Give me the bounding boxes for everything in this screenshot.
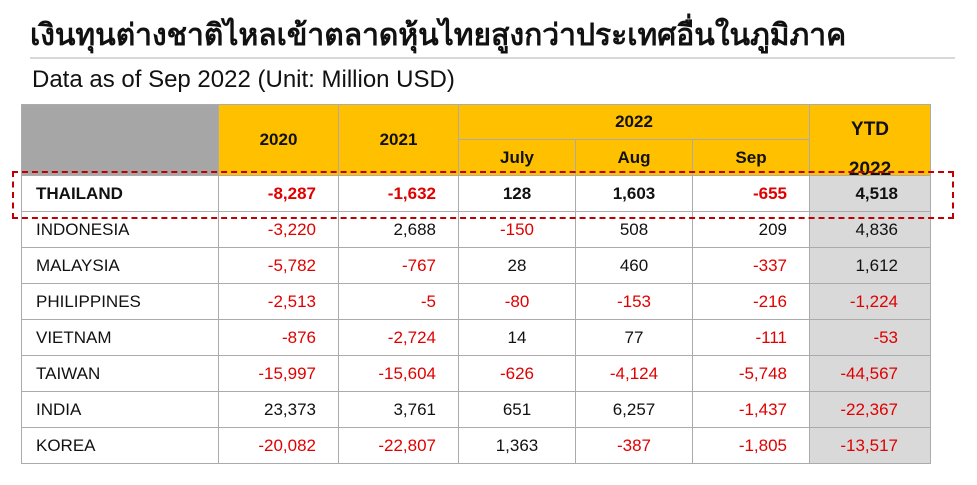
- value-cell-y2021: -15,604: [338, 355, 459, 392]
- header-ytd-year: 2022: [848, 159, 892, 180]
- value-cell-july: 128: [458, 175, 576, 212]
- value-cell-july: 1,363: [458, 427, 576, 464]
- value-cell-sep: -5,748: [691, 355, 811, 392]
- header-2020: 2020: [218, 104, 339, 176]
- header-july: July: [458, 139, 576, 176]
- value-cell-y2020: -15,997: [218, 355, 339, 392]
- value-cell-july: -626: [458, 355, 576, 392]
- table-row: TAIWAN -15,997 -15,604 -626 -4,124 -5,748 -44,…: [21, 355, 932, 392]
- title-divider: [30, 57, 955, 59]
- header-2021: 2021: [338, 104, 459, 176]
- country-cell: INDONESIA: [21, 211, 219, 248]
- value-cell-july: -80: [458, 283, 576, 320]
- value-cell-sep: 209: [691, 211, 811, 248]
- value-cell-sep: -1,437: [691, 391, 811, 428]
- table-row: INDIA 23,373 3,761 651 6,257 -1,437 -22,367: [21, 391, 932, 428]
- value-cell-sep: -111: [691, 319, 811, 356]
- value-cell-aug: -387: [575, 427, 693, 464]
- table-row: PHILIPPINES -2,513 -5 -80 -153 -216 -1,224: [21, 283, 932, 320]
- value-cell-y2020: -3,220: [218, 211, 339, 248]
- country-cell: MALAYSIA: [21, 247, 219, 284]
- table-row: MALAYSIA -5,782 -767 28 460 -337 1,612: [21, 247, 932, 284]
- table-row: VIETNAM -876 -2,724 14 77 -111 -53: [21, 319, 932, 356]
- value-cell-y2020: -2,513: [218, 283, 339, 320]
- value-cell-ytd: -44,567: [809, 355, 932, 392]
- header-ytd: YTD 2022: [809, 104, 932, 180]
- header-aug: Aug: [575, 139, 693, 176]
- country-cell: TAIWAN: [21, 355, 219, 392]
- table-row: KOREA -20,082 -22,807 1,363 -387 -1,805 -13,51…: [21, 427, 932, 464]
- value-cell-ytd: -13,517: [809, 427, 932, 464]
- value-cell-july: -150: [458, 211, 576, 248]
- value-cell-ytd: -53: [809, 319, 932, 356]
- value-cell-y2020: -8,287: [218, 175, 339, 212]
- value-cell-sep: -216: [691, 283, 811, 320]
- country-cell: KOREA: [21, 427, 219, 464]
- value-cell-y2021: -2,724: [338, 319, 459, 356]
- value-cell-july: 28: [458, 247, 576, 284]
- value-cell-ytd: 4,836: [809, 211, 932, 248]
- value-cell-sep: -337: [691, 247, 811, 284]
- value-cell-aug: 77: [575, 319, 693, 356]
- value-cell-aug: -4,124: [575, 355, 693, 392]
- value-cell-sep: -655: [691, 175, 811, 212]
- value-cell-ytd: 1,612: [809, 247, 932, 284]
- value-cell-aug: -153: [575, 283, 693, 320]
- value-cell-y2020: -20,082: [218, 427, 339, 464]
- value-cell-y2021: 2,688: [338, 211, 459, 248]
- value-cell-ytd: -1,224: [809, 283, 932, 320]
- value-cell-y2020: -876: [218, 319, 339, 356]
- value-cell-y2021: 3,761: [338, 391, 459, 428]
- value-cell-y2021: -1,632: [338, 175, 459, 212]
- table-row: INDONESIA -3,220 2,688 -150 508 209 4,836: [21, 211, 932, 248]
- header-2022: 2022: [457, 104, 811, 140]
- value-cell-y2021: -22,807: [338, 427, 459, 464]
- value-cell-aug: 6,257: [575, 391, 693, 428]
- value-cell-aug: 460: [575, 247, 693, 284]
- country-cell: VIETNAM: [21, 319, 219, 356]
- value-cell-y2021: -767: [338, 247, 459, 284]
- page-title: เงินทุนต่างชาติไหลเข้าตลาดหุ้นไทยสูงกว่า…: [30, 18, 847, 53]
- value-cell-aug: 1,603: [575, 175, 693, 212]
- value-cell-y2020: -5,782: [218, 247, 339, 284]
- value-cell-sep: -1,805: [691, 427, 811, 464]
- fund-flow-table: 2020 2021 2022 YTD 2022 July Aug Sep THA…: [21, 104, 932, 464]
- value-cell-july: 14: [458, 319, 576, 356]
- value-cell-ytd: -22,367: [809, 391, 932, 428]
- value-cell-july: 651: [458, 391, 576, 428]
- table-body: THAILAND -8,287 -1,632 128 1,603 -655 4,518 IND…: [21, 175, 932, 464]
- page-subtitle: Data as of Sep 2022 (Unit: Million USD): [32, 66, 455, 93]
- value-cell-ytd: 4,518: [809, 175, 932, 212]
- value-cell-y2020: 23,373: [218, 391, 339, 428]
- country-cell: PHILIPPINES: [21, 283, 219, 320]
- header-sep: Sep: [691, 139, 811, 176]
- corner-cell: [21, 104, 219, 176]
- table-row: THAILAND -8,287 -1,632 128 1,603 -655 4,518: [21, 175, 932, 212]
- country-cell: THAILAND: [21, 175, 219, 212]
- value-cell-aug: 508: [575, 211, 693, 248]
- header-ytd-label: YTD: [851, 119, 890, 140]
- value-cell-y2021: -5: [338, 283, 459, 320]
- country-cell: INDIA: [21, 391, 219, 428]
